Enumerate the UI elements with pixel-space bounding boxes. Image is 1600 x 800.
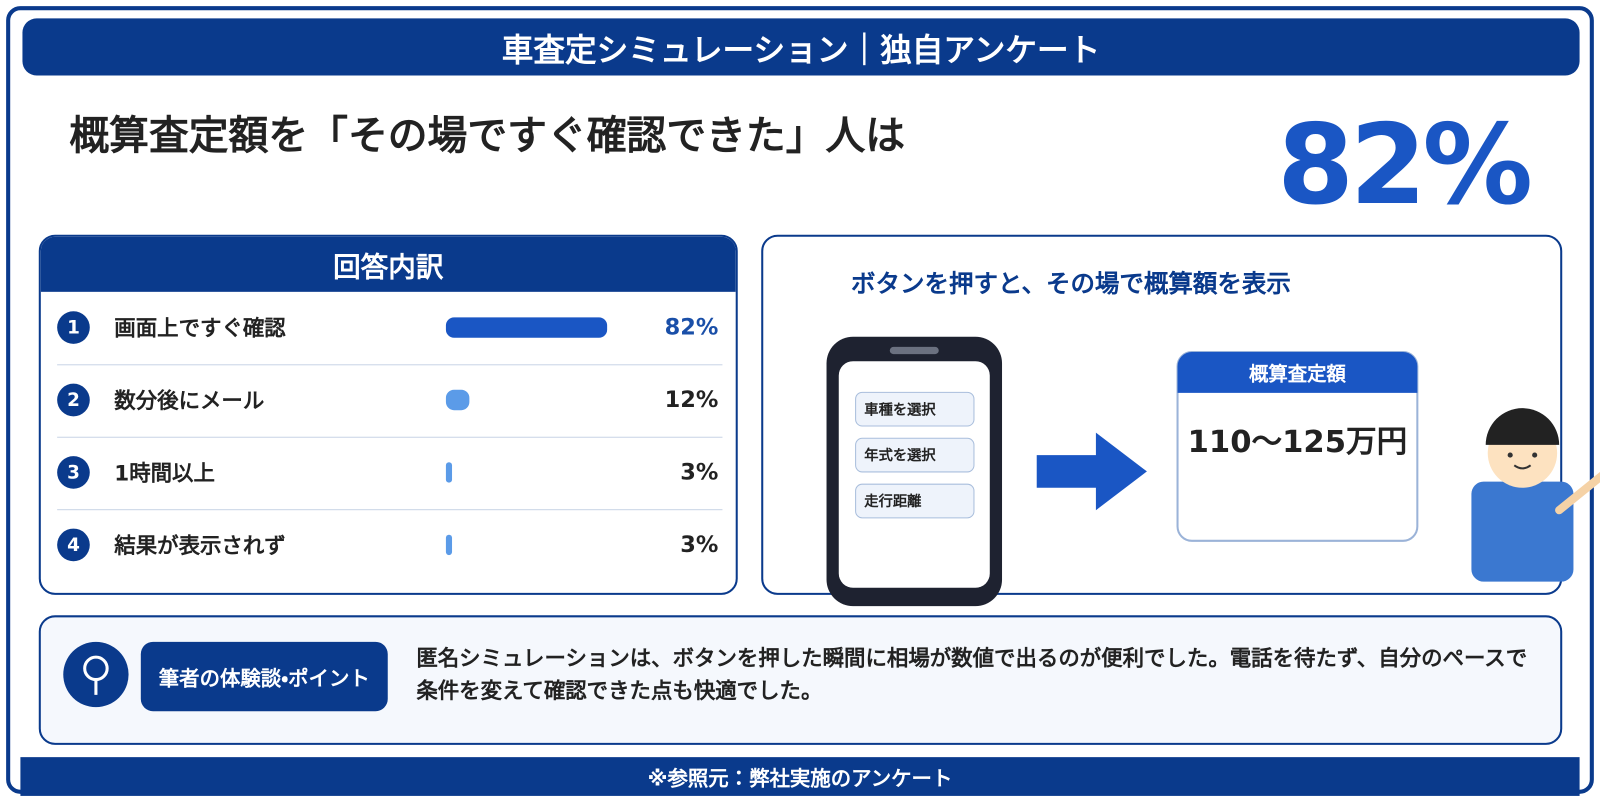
bar — [445, 534, 453, 556]
breakdown-title: 回答内訳 — [40, 236, 736, 292]
illustration-caption: ボタンを押すと、その場で概算額を表示 — [851, 269, 1291, 298]
result-card-header — [1177, 352, 1418, 393]
phone-button: 年式を選択 — [855, 437, 975, 473]
phone-button: 車種を選択 — [855, 391, 975, 427]
breakdown-row: 2 数分後にメール 12% — [57, 364, 722, 435]
comment-text: 匿名シミュレーションは、ボタンを押した瞬間に相場が数値で出るのが便利でした。電話… — [416, 645, 1528, 704]
row-label: 1時間以上 — [114, 461, 215, 486]
headline: 概算査定額を「その場ですぐ確認できた」人は — [69, 113, 906, 160]
row-separator — [57, 509, 723, 511]
person-arm — [1555, 471, 1600, 515]
person-mouth — [1513, 464, 1532, 470]
row-value: 82% — [664, 314, 719, 341]
result-title: 概算査定額 — [1248, 362, 1346, 386]
breakdown-row: 3 1時間以上 3% — [57, 437, 722, 508]
comment-badge: 筆者の体験談・ポイント — [140, 641, 388, 712]
row-number: 4 — [57, 528, 90, 562]
row-number: 3 — [57, 456, 90, 489]
row-separator — [57, 436, 723, 438]
pin-glyph — [83, 655, 109, 695]
row-number: 1 — [57, 311, 90, 344]
illustration-panel: ボタンを押すと、その場で概算額を表示 概算査定額 110〜125万円 車種を選択… — [761, 234, 1600, 607]
person-body — [1471, 481, 1574, 582]
person-hair — [1485, 408, 1560, 445]
row-label: 画面上ですぐ確認 — [114, 316, 286, 341]
arrow — [1036, 432, 1147, 511]
comment-panel: 筆者の体験談・ポイント 匿名シミュレーションは、ボタンを押した瞬間に相場が数値で… — [38, 615, 1563, 745]
bar — [445, 389, 470, 411]
result-value: 110〜125万円 — [1187, 424, 1408, 461]
row-number: 2 — [57, 383, 90, 417]
bar — [445, 317, 608, 338]
phone-button: 走行距離 — [855, 483, 975, 519]
footer: ※参照元：弊社実施のアンケート — [20, 757, 1580, 796]
row-label: 結果が表示されず — [114, 533, 286, 559]
header-title: 車査定シミュレーション｜独自アンケート — [22, 18, 1580, 76]
row-label: 数分後にメール — [114, 388, 265, 414]
person-eye — [1507, 452, 1513, 458]
breakdown-panel: 回答内訳 1 画面上ですぐ確認 82% 2 数分後にメール 12% 3 1時間以上 3% 4 結果が… — [38, 234, 738, 595]
row-value: 3% — [680, 532, 719, 558]
row-value: 3% — [680, 459, 719, 486]
breakdown-row: 1 画面上ですぐ確認 82% — [57, 292, 722, 363]
phone-speaker — [889, 346, 939, 355]
breakdown-row: 4 結果が表示されず 3% — [57, 509, 722, 580]
headline-value: 82% — [1277, 102, 1533, 230]
person-eye — [1532, 452, 1538, 458]
pin-icon — [63, 641, 129, 708]
row-value: 12% — [664, 387, 719, 413]
bar — [445, 462, 453, 483]
row-separator — [57, 364, 723, 366]
